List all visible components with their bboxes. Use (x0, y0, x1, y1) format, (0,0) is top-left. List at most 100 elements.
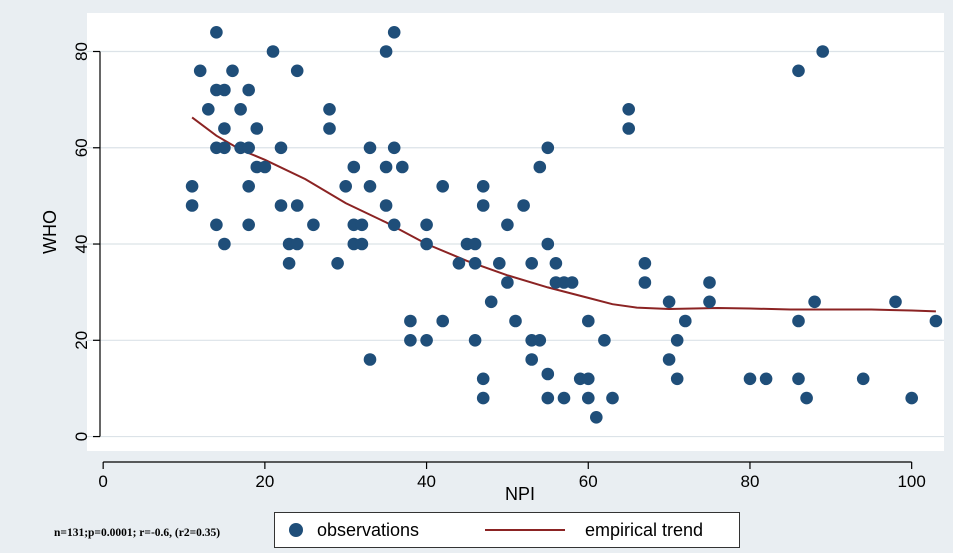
observation-point (339, 180, 353, 193)
observation-point (396, 160, 409, 174)
observation-point (452, 257, 466, 270)
observation-point (582, 314, 595, 328)
observation-point (420, 334, 433, 347)
observation-point (404, 334, 417, 347)
observation-point (242, 141, 255, 155)
observation-point (517, 199, 530, 212)
x-tick-label: 80 (741, 472, 760, 491)
observation-point (856, 372, 870, 386)
observation-point (484, 295, 498, 309)
observation-point (355, 237, 369, 251)
observation-point (307, 218, 320, 232)
scatter-chart: 0 20 40 60 80 0 20 40 60 80 100 NPI WHO (40, 13, 944, 504)
observation-point (290, 64, 304, 78)
observation-point (792, 314, 805, 328)
legend-dot-icon (289, 523, 303, 537)
legend-line-icon (485, 529, 565, 531)
observation-point (501, 276, 514, 289)
observation-point (889, 295, 902, 309)
observation-point (792, 372, 805, 386)
observation-point (193, 64, 207, 78)
observation-point (533, 334, 547, 347)
legend-item-trend: empirical trend (485, 513, 703, 547)
observation-point (258, 160, 272, 174)
observation-point (202, 103, 215, 116)
observation-point (355, 218, 369, 232)
observation-point (185, 180, 199, 193)
observation-point (670, 334, 684, 347)
observation-point (525, 257, 538, 270)
observation-point (290, 237, 304, 251)
observation-point (533, 160, 547, 174)
observation-point (816, 45, 829, 58)
legend-label-observations: observations (317, 519, 420, 540)
observation-point (436, 314, 450, 328)
observation-point (379, 160, 393, 174)
observation-point (501, 218, 514, 232)
observation-point (565, 276, 579, 289)
observation-point (525, 353, 538, 366)
observation-point (582, 372, 595, 386)
observation-point (468, 257, 482, 270)
observation-point (468, 237, 482, 251)
observation-point (743, 372, 757, 386)
observation-point (250, 122, 264, 135)
observation-point (679, 314, 692, 328)
observation-point (323, 122, 336, 135)
observation-point (509, 314, 522, 328)
observation-point (331, 257, 344, 270)
observation-point (703, 276, 716, 289)
observation-point (218, 122, 231, 135)
observation-point (185, 199, 199, 212)
observation-point (476, 391, 490, 405)
observation-point (387, 26, 401, 39)
observation-point (476, 180, 490, 193)
legend-label-trend: empirical trend (585, 519, 704, 540)
observation-point (541, 367, 555, 381)
observation-point (242, 83, 255, 97)
axes: 0 20 40 60 80 0 20 40 60 80 100 (72, 42, 926, 491)
observation-point (404, 314, 417, 328)
observation-point (379, 199, 393, 212)
observation-point (218, 237, 231, 251)
x-tick-label: 100 (897, 472, 925, 491)
observation-point (476, 372, 490, 386)
observation-point (323, 103, 336, 116)
observation-point (363, 141, 377, 155)
observation-point (541, 141, 555, 155)
observation-point (622, 122, 635, 135)
observation-point (792, 64, 805, 78)
stats-note: n=131;p=0.0001; r=-0.6, (r2=0.35) (54, 527, 221, 539)
observation-point (274, 141, 288, 155)
observation-points (185, 26, 943, 424)
observation-point (234, 103, 247, 116)
observation-point (347, 160, 361, 174)
observation-point (541, 391, 555, 405)
observation-point (218, 83, 231, 97)
observation-point (638, 257, 652, 270)
trend-line (191, 116, 936, 313)
observation-point (218, 141, 231, 155)
legend: observations empirical trend (274, 512, 740, 548)
observation-point (493, 257, 506, 270)
observation-point (598, 334, 611, 347)
observation-point (387, 218, 401, 232)
y-tick-label: 20 (72, 331, 91, 350)
observation-point (290, 199, 304, 212)
observation-point (590, 411, 603, 424)
observation-point (905, 391, 918, 405)
observation-point (541, 237, 555, 251)
observation-point (363, 180, 377, 193)
observation-point (242, 218, 255, 232)
observation-point (662, 295, 676, 309)
observation-point (210, 26, 223, 39)
observation-point (759, 372, 773, 386)
observation-point (363, 353, 377, 366)
x-tick-label: 40 (417, 472, 436, 491)
observation-point (800, 391, 813, 405)
observation-point (282, 257, 296, 270)
y-tick-label: 0 (72, 432, 91, 441)
trend-line-group (191, 116, 936, 313)
x-tick-label: 0 (98, 472, 107, 491)
x-axis-title: NPI (505, 484, 535, 504)
